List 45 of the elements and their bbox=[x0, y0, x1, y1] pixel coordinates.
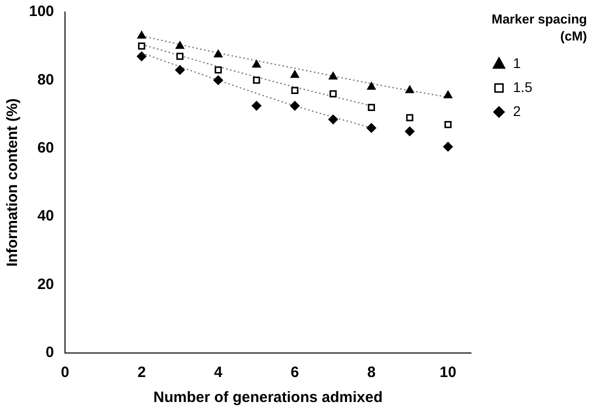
x-tick-label: 0 bbox=[60, 364, 70, 382]
y-tick-label: 20 bbox=[37, 276, 54, 293]
point bbox=[176, 41, 184, 49]
y-tick-label: 40 bbox=[37, 208, 54, 225]
y-tick-label: 60 bbox=[37, 140, 54, 157]
point bbox=[328, 72, 338, 80]
point bbox=[213, 75, 223, 85]
y-tick-label: 80 bbox=[37, 71, 54, 88]
point bbox=[138, 42, 146, 50]
x-tick-label: 10 bbox=[440, 364, 456, 382]
point bbox=[406, 86, 414, 94]
point bbox=[290, 101, 300, 111]
legend-title: Marker spacing (cM) bbox=[492, 12, 588, 44]
legend-label: 1 bbox=[513, 54, 521, 71]
point bbox=[291, 86, 298, 94]
point bbox=[176, 52, 184, 60]
point bbox=[328, 114, 338, 124]
y-tick-label: 0 bbox=[46, 344, 54, 362]
point bbox=[252, 60, 261, 68]
point bbox=[367, 82, 376, 90]
point bbox=[368, 104, 375, 112]
point bbox=[252, 76, 260, 84]
point bbox=[175, 65, 185, 75]
x-tick-label: 2 bbox=[137, 364, 146, 382]
y-tick-label: 100 bbox=[28, 3, 54, 20]
point bbox=[404, 126, 414, 136]
point bbox=[366, 123, 376, 133]
legend-label: 1.5 bbox=[513, 78, 533, 95]
point bbox=[444, 120, 452, 128]
point bbox=[443, 142, 453, 152]
x-tick-label: 4 bbox=[214, 364, 224, 382]
point bbox=[406, 114, 414, 122]
point bbox=[444, 90, 452, 98]
point bbox=[214, 66, 222, 74]
x-tick-label: 8 bbox=[367, 364, 376, 382]
point bbox=[252, 101, 262, 111]
point bbox=[214, 50, 222, 58]
point bbox=[137, 31, 146, 39]
y-axis-title: Information content (%) bbox=[4, 98, 22, 267]
x-tick-label: 6 bbox=[290, 364, 299, 382]
legend-label: 2 bbox=[513, 102, 521, 119]
point bbox=[330, 90, 337, 98]
point bbox=[290, 70, 300, 78]
point bbox=[136, 52, 146, 62]
x-axis-title: Number of generations admixed bbox=[153, 389, 383, 406]
